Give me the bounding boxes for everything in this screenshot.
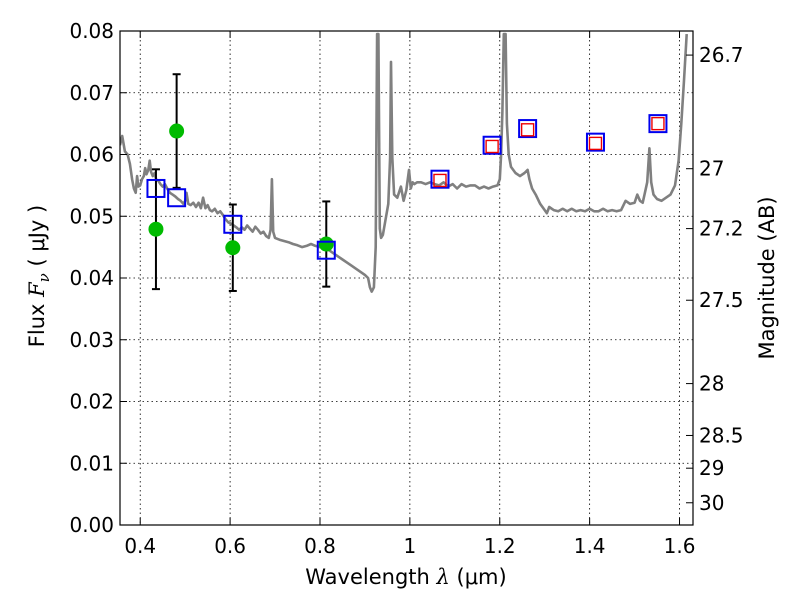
nir-square — [651, 116, 665, 131]
y-tick-label: 0.05 — [69, 204, 114, 228]
x-tick-label: 1 — [404, 534, 417, 558]
model-square — [430, 169, 450, 189]
y-tick-label: 0.08 — [69, 19, 114, 43]
model-square — [585, 132, 605, 152]
right-tick-label: 28.5 — [699, 423, 744, 447]
right-tick-label: 29 — [699, 456, 724, 480]
y-tick-label: 0.01 — [69, 451, 114, 475]
model-square — [146, 178, 166, 198]
nir-square — [588, 136, 603, 151]
model-sed-line — [120, 32, 688, 293]
x-tick-label: 1.6 — [664, 534, 696, 558]
model-square — [223, 214, 243, 234]
model-square — [482, 135, 502, 155]
x-axis-label: Wavelength λ (μm) — [305, 565, 506, 589]
observed-point — [318, 236, 334, 252]
y-tick-label: 0.00 — [69, 513, 114, 537]
model-square — [167, 188, 187, 208]
observed-point — [169, 123, 185, 139]
plot-series — [120, 32, 688, 293]
observed-point — [148, 221, 164, 237]
x-tick-label: 0.8 — [304, 534, 336, 558]
y-axis-label: Flux Fν ( μJy ) — [25, 205, 53, 347]
y-tick-label: 0.07 — [69, 81, 114, 105]
model-square — [518, 119, 538, 139]
model-square — [316, 240, 336, 260]
nir-square — [433, 173, 447, 188]
nir-square — [485, 139, 499, 154]
right-axis-label: Magnitude (AB) — [755, 196, 779, 359]
right-tick-label: 30 — [699, 491, 724, 515]
nir-square — [520, 123, 535, 137]
y-tick-label: 0.03 — [69, 328, 114, 352]
x-tick-label: 0.4 — [124, 534, 156, 558]
observed-point — [225, 240, 241, 256]
grid — [120, 30, 693, 526]
y-tick-label: 0.04 — [69, 266, 114, 290]
model-square — [648, 114, 668, 134]
right-tick-label: 28 — [699, 372, 724, 396]
right-tick-label: 27 — [699, 157, 724, 181]
y-tick-label: 0.02 — [69, 390, 114, 414]
right-tick-label: 26.7 — [699, 43, 744, 67]
right-tick-label: 27.2 — [699, 217, 744, 241]
axes: 0.4 0.6 0.8 1 1.2 1.4 1.6 0.00 0.01 0.02 0.03 0.04 0… — [69, 19, 743, 558]
x-tick-label: 1.4 — [574, 534, 606, 558]
x-tick-label: 0.6 — [214, 534, 246, 558]
right-tick-label: 27.5 — [699, 288, 744, 312]
y-tick-label: 0.06 — [69, 143, 114, 167]
x-tick-label: 1.2 — [484, 534, 516, 558]
